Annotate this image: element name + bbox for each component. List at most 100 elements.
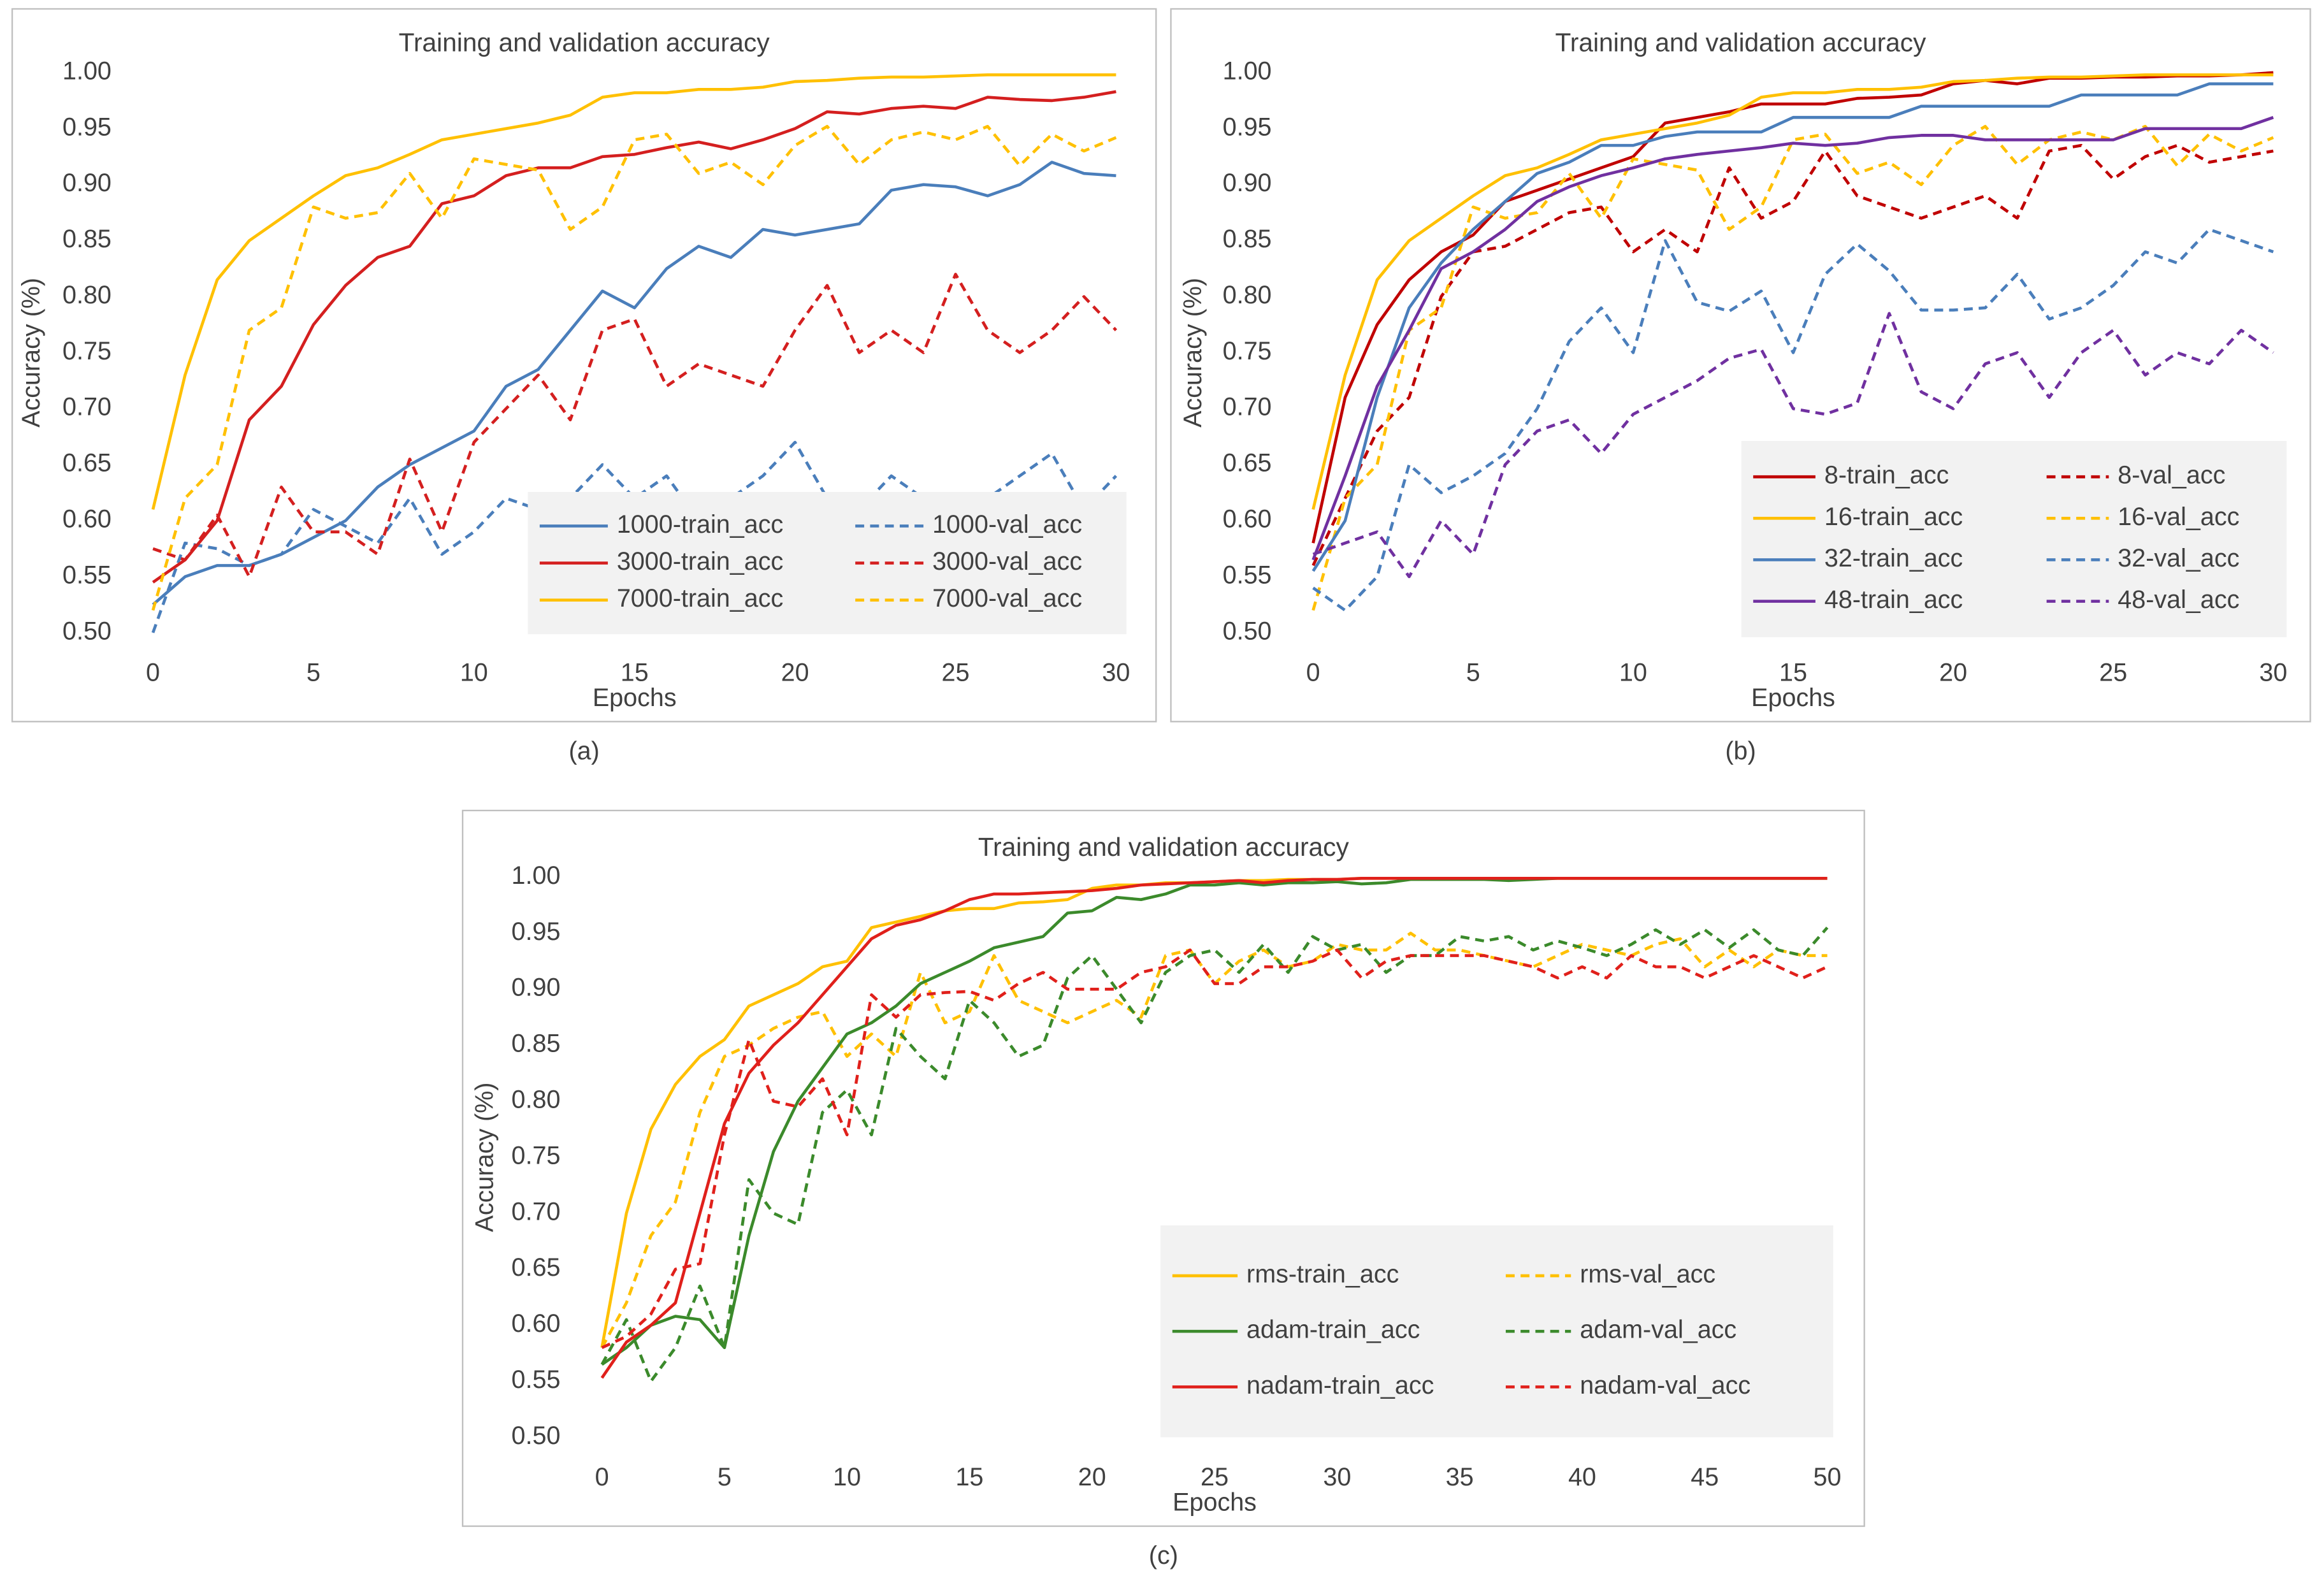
y-tick-label: 0.60	[1223, 505, 1272, 533]
series-line	[152, 273, 1118, 579]
legend-label: 3000-train_acc	[617, 547, 783, 575]
series-line	[1312, 312, 2274, 579]
legend-label: 32-train_acc	[1824, 544, 1963, 572]
y-tick-label: 0.65	[512, 1253, 561, 1281]
y-tick-label: 0.70	[1223, 393, 1272, 421]
series-line	[600, 927, 1829, 1383]
legend-box	[528, 491, 1127, 635]
legend-label: 1000-train_acc	[617, 510, 783, 538]
caption: (b)	[1725, 737, 1756, 765]
legend-label: nadam-val_acc	[1580, 1371, 1750, 1399]
x-axis-label: Epochs	[1173, 1489, 1257, 1517]
series-line	[1311, 82, 2274, 572]
x-tick-label: 25	[942, 658, 970, 686]
y-tick-label: 0.50	[1223, 617, 1272, 645]
x-axis-label: Epochs	[1751, 684, 1835, 712]
y-tick-label: 0.90	[512, 974, 561, 1002]
y-tick-label: 1.00	[1223, 57, 1272, 85]
chart-title: Training and validation accuracy	[1555, 28, 1926, 57]
x-tick-label: 10	[1619, 658, 1647, 686]
series-line	[152, 90, 1116, 584]
series-line	[1311, 116, 2274, 561]
x-tick-label: 10	[460, 658, 488, 686]
y-tick-label: 0.80	[1223, 281, 1272, 309]
x-tick-label: 30	[2259, 658, 2287, 686]
x-tick-label: 5	[307, 658, 321, 686]
y-tick-label: 0.95	[62, 113, 112, 141]
legend-label: nadam-train_acc	[1246, 1371, 1434, 1399]
y-tick-label: 0.85	[1223, 225, 1272, 253]
y-tick-label: 0.70	[62, 393, 112, 421]
y-tick-label: 0.50	[512, 1422, 561, 1450]
y-axis-label: Accuracy (%)	[1179, 278, 1207, 428]
x-tick-label: 20	[781, 658, 809, 686]
y-tick-label: 0.65	[1223, 449, 1272, 477]
series-line	[601, 948, 1828, 1349]
y-tick-label: 0.55	[62, 561, 112, 589]
legend-label: 3000-val_acc	[932, 547, 1082, 575]
legend-box	[1160, 1225, 1833, 1438]
series-line	[152, 161, 1116, 606]
chart-title: Training and validation accuracy	[978, 832, 1350, 862]
x-tick-label: 25	[2099, 658, 2127, 686]
y-tick-label: 0.90	[1223, 169, 1272, 197]
y-tick-label: 0.85	[512, 1030, 561, 1058]
x-tick-label: 15	[955, 1463, 983, 1491]
y-tick-label: 0.75	[62, 337, 112, 365]
y-tick-label: 0.60	[62, 505, 112, 533]
x-tick-label: 50	[1814, 1463, 1842, 1491]
x-tick-label: 40	[1568, 1463, 1596, 1491]
legend-box	[1741, 440, 2287, 637]
y-tick-label: 0.55	[1223, 561, 1272, 589]
series-line	[151, 124, 1117, 611]
series-line	[600, 876, 1828, 1379]
y-tick-label: 0.65	[62, 449, 112, 477]
legend-label: 16-train_acc	[1824, 503, 1963, 531]
legend-label: 16-val_acc	[2118, 503, 2239, 531]
caption: (a)	[569, 737, 600, 765]
y-tick-label: 0.60	[512, 1310, 561, 1338]
chart-title: Training and validation accuracy	[399, 28, 770, 57]
caption: (c)	[1149, 1541, 1178, 1570]
legend-label: 7000-val_acc	[932, 584, 1082, 612]
legend-label: 7000-train_acc	[617, 584, 783, 612]
y-tick-label: 1.00	[62, 57, 112, 85]
legend-label: rms-train_acc	[1246, 1260, 1399, 1288]
legend-label: 8-train_acc	[1824, 461, 1949, 489]
legend-label: 8-val_acc	[2118, 461, 2225, 489]
y-tick-label: 0.75	[512, 1141, 561, 1169]
x-axis-label: Epochs	[593, 684, 677, 712]
x-tick-label: 0	[1306, 658, 1320, 686]
series-line	[1312, 227, 2274, 612]
x-tick-label: 0	[595, 1463, 609, 1491]
x-tick-label: 30	[1323, 1463, 1351, 1491]
x-tick-label: 15	[621, 658, 649, 686]
series-line	[1311, 124, 2274, 611]
x-tick-label: 0	[146, 658, 160, 686]
y-tick-label: 0.80	[512, 1086, 561, 1114]
legend-label: rms-val_acc	[1580, 1260, 1715, 1288]
legend-label: adam-train_acc	[1246, 1316, 1420, 1344]
x-tick-label: 35	[1446, 1463, 1474, 1491]
y-tick-label: 0.70	[512, 1197, 561, 1225]
y-tick-label: 0.85	[62, 225, 112, 253]
x-tick-label: 25	[1201, 1463, 1229, 1491]
y-tick-label: 1.00	[512, 862, 561, 890]
legend-label: 32-val_acc	[2118, 544, 2239, 572]
y-tick-label: 0.50	[62, 617, 112, 645]
y-axis-label: Accuracy (%)	[17, 278, 45, 428]
y-tick-label: 0.95	[1223, 113, 1272, 141]
x-tick-label: 20	[1939, 658, 1967, 686]
legend-label: 48-val_acc	[2118, 586, 2239, 614]
x-tick-label: 20	[1078, 1463, 1106, 1491]
legend-label: 48-train_acc	[1824, 586, 1963, 614]
x-tick-label: 10	[833, 1463, 861, 1491]
legend-label: adam-val_acc	[1580, 1316, 1736, 1344]
series-line	[1311, 73, 2274, 510]
y-tick-label: 0.55	[512, 1366, 561, 1394]
x-tick-label: 5	[718, 1463, 732, 1491]
y-tick-label: 0.75	[1223, 337, 1272, 365]
x-tick-label: 15	[1779, 658, 1807, 686]
